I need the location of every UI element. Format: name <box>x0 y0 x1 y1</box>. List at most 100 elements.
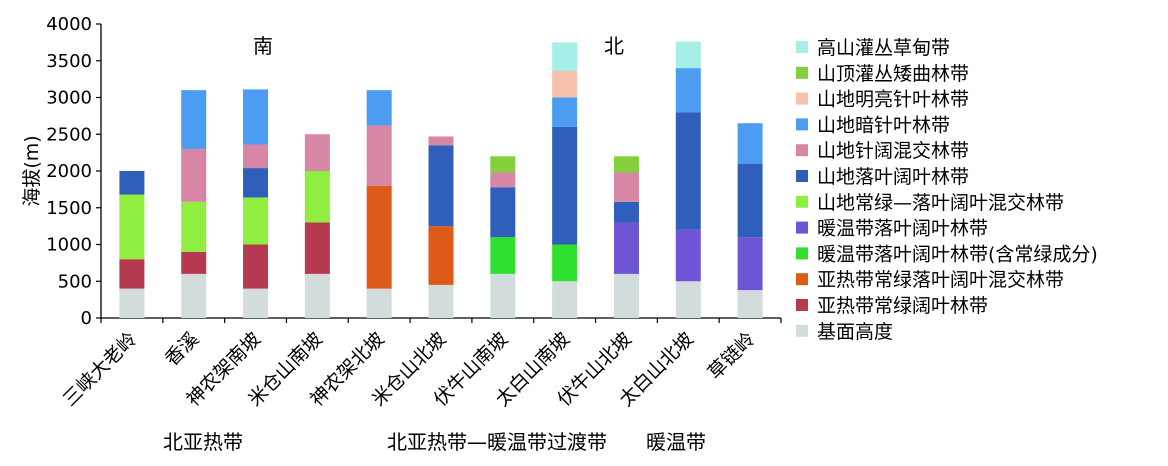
bar-segment <box>737 163 763 238</box>
bar-segment <box>613 201 639 223</box>
bar-segment <box>552 126 578 245</box>
bar-stack <box>366 90 392 318</box>
legend: 高山灌丛草甸带山顶灌丛矮曲林带山地明亮针叶林带山地暗针叶林带山地针阔混交林带山地… <box>796 37 1098 343</box>
bar-stack <box>428 136 454 318</box>
zone-label-north-subtropical: 北亚热带 <box>163 430 243 454</box>
bar-segment <box>119 288 145 318</box>
bar-segment <box>428 284 454 318</box>
bar-segment <box>675 281 701 318</box>
bar-segment <box>737 290 763 318</box>
bar-segment <box>552 71 578 98</box>
legend-label: 基面高度 <box>817 321 893 343</box>
legend-item: 山地暗针叶林带 <box>796 114 950 136</box>
legend-swatch <box>796 144 808 157</box>
legend-swatch <box>796 273 808 286</box>
legend-item: 山地针阔混交林带 <box>796 140 969 162</box>
bar-segment <box>119 194 145 260</box>
bar-stack <box>675 41 701 318</box>
bar-segment <box>613 273 639 318</box>
bar-stack <box>243 89 269 318</box>
legend-swatch <box>796 247 808 260</box>
y-tick-label: 0 <box>81 308 92 329</box>
y-tick-label: 3500 <box>46 51 92 72</box>
bar-stack <box>304 134 330 318</box>
legend-swatch <box>796 221 808 234</box>
y-axis-label: 海拔(m) <box>21 135 43 206</box>
legend-item: 山地明亮针叶林带 <box>796 89 969 111</box>
bar-segment <box>552 42 578 72</box>
legend-item: 亚热带常绿落叶阔叶混交林带 <box>796 269 1064 291</box>
legend-label: 山地针阔混交林带 <box>817 140 969 162</box>
zone-label-warm-temperate: 暖温带 <box>646 430 706 454</box>
bar-segment <box>119 259 145 289</box>
y-tick-label: 4000 <box>46 14 92 35</box>
legend-swatch <box>796 118 808 131</box>
bar-segment <box>366 90 392 126</box>
bar-segment <box>119 171 145 195</box>
bar-segment <box>428 226 454 285</box>
bar-segment <box>428 145 454 227</box>
bar-segment <box>552 97 578 127</box>
bar-segment <box>243 168 269 198</box>
legend-label: 亚热带常绿阔叶林带 <box>817 295 988 317</box>
y-tick-label: 500 <box>58 271 92 292</box>
bar-stack <box>490 156 516 318</box>
bar-segment <box>552 281 578 318</box>
bar-segment <box>304 222 330 274</box>
bar-segment <box>366 288 392 318</box>
bar-segment <box>181 90 207 149</box>
legend-swatch <box>796 92 808 105</box>
bar-segment <box>490 237 516 274</box>
bar-segment <box>366 125 392 186</box>
bar-segment <box>243 244 269 289</box>
zone-label-transition: 北亚热带—暖温带过渡带 <box>387 430 607 454</box>
bar-segment <box>490 172 516 188</box>
bar-segment <box>181 273 207 318</box>
legend-item: 暖温带落叶阔叶林带(含常绿成分) <box>796 243 1098 265</box>
legend-item: 山地落叶阔叶林带 <box>796 166 969 188</box>
legend-label: 山地落叶阔叶林带 <box>817 166 969 188</box>
x-labels: 三峡大老岭 香溪神农架南坡米仓山南坡神农架北坡米仓山北坡伏牛山南坡太白山南坡伏牛山… <box>59 318 782 411</box>
bars <box>119 41 763 318</box>
bar-segment <box>675 68 701 113</box>
bar-segment <box>490 187 516 238</box>
annotation-north: 北 <box>604 34 624 58</box>
bar-segment <box>675 41 701 69</box>
legend-label: 暖温带落叶阔叶林带(含常绿成分) <box>817 243 1098 265</box>
legend-label: 高山灌丛草甸带 <box>817 37 950 59</box>
bar-segment <box>675 229 701 282</box>
legend-label: 山地明亮针叶林带 <box>817 89 969 111</box>
legend-swatch <box>796 324 808 337</box>
bar-stack <box>613 156 639 318</box>
legend-swatch <box>796 299 808 311</box>
y-tick-label: 2500 <box>46 124 92 145</box>
bar-segment <box>243 288 269 318</box>
legend-item: 暖温带落叶阔叶林带 <box>796 218 988 240</box>
bar-segment <box>737 123 763 164</box>
bar-segment <box>181 201 207 252</box>
bar-segment <box>181 251 207 274</box>
y-tick-label: 1500 <box>46 198 92 219</box>
x-tick-label: 三峡大老岭 <box>59 328 142 411</box>
legend-label: 山顶灌丛矮曲林带 <box>817 63 969 85</box>
legend-swatch <box>796 195 808 208</box>
x-tick-label: 草链岭 <box>704 328 760 384</box>
bar-segment <box>490 156 516 173</box>
legend-swatch <box>796 66 808 79</box>
bar-segment <box>737 237 763 291</box>
legend-item: 高山灌丛草甸带 <box>796 37 950 59</box>
bar-segment <box>613 172 639 202</box>
legend-swatch <box>796 170 808 182</box>
legend-swatch <box>796 41 808 53</box>
bar-stack <box>119 171 145 318</box>
bar-stack <box>737 123 763 318</box>
bar-segment <box>675 112 701 230</box>
bar-segment <box>304 171 330 223</box>
bar-segment <box>181 148 207 202</box>
legend-item: 山地常绿—落叶阔叶混交林带 <box>796 192 1064 214</box>
bar-segment <box>304 134 330 171</box>
annotation-south: 南 <box>253 34 273 58</box>
bar-segment <box>243 197 269 245</box>
